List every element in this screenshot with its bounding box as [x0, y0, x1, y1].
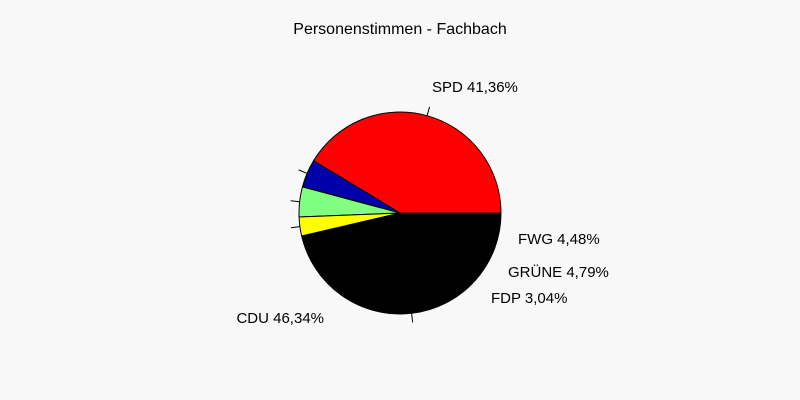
- leader-line-cdu: [411, 313, 414, 323]
- label-leader-lines: [290, 106, 431, 323]
- slice-label-fdp: FDP 3,04%: [491, 290, 567, 307]
- slice-labels: SPD 41,36% FWG 4,48% GRÜNE 4,79% FDP 3,04% C…: [236, 79, 608, 327]
- leader-line-spd: [426, 106, 431, 116]
- leader-line-fdp: [290, 226, 300, 229]
- pie-slices: [298, 111, 502, 315]
- slice-label-gruene: GRÜNE 4,79%: [508, 263, 609, 281]
- leader-line-fwg: [298, 169, 308, 174]
- chart-title: Personenstimmen - Fachbach: [293, 21, 506, 38]
- slice-label-spd: SPD 41,36%: [432, 79, 518, 96]
- pie-slice-cdu: [301, 212, 502, 315]
- slice-label-cdu: CDU 46,34%: [236, 310, 324, 327]
- slice-label-fwg: FWG 4,48%: [518, 231, 600, 248]
- leader-line-gruene: [290, 200, 300, 203]
